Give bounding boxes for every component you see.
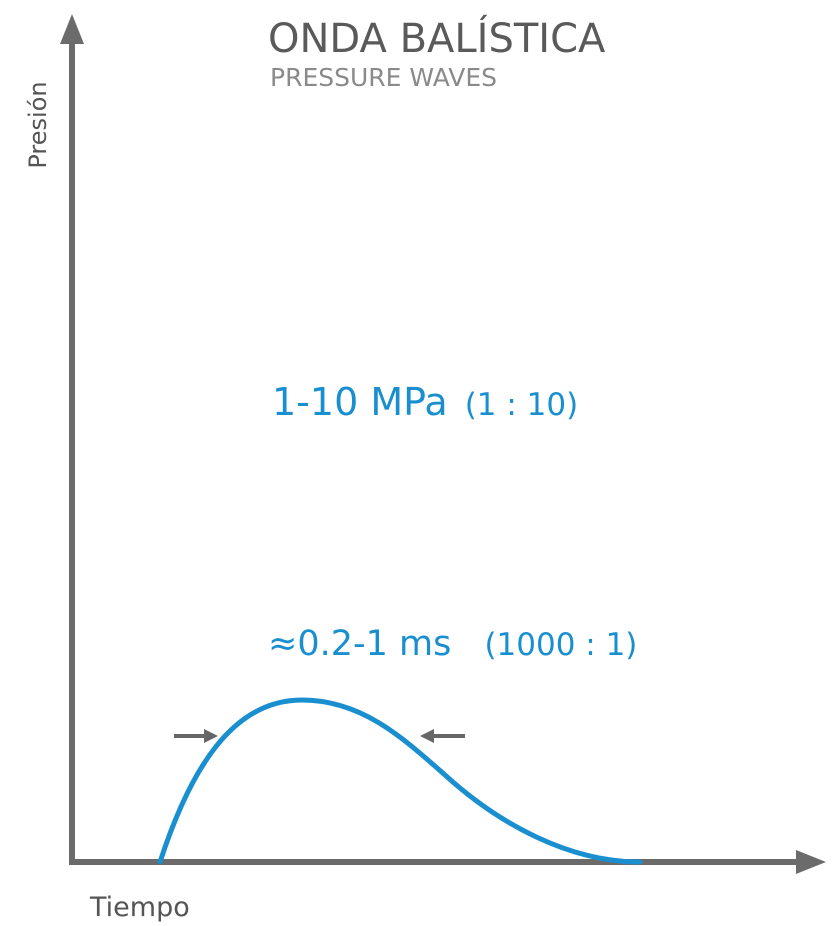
x-axis-label: Tiempo bbox=[89, 892, 190, 923]
duration-arrow-left-head bbox=[204, 729, 218, 743]
y-axis-arrowhead bbox=[60, 14, 84, 44]
pressure-wave-curve bbox=[157, 697, 643, 865]
pressure-value: 1-10 MPa bbox=[272, 380, 448, 424]
pressure-ratio: (1 : 10) bbox=[465, 387, 579, 423]
pressure-annotation: 1-10 MPa (1 : 10) bbox=[272, 380, 578, 424]
diagram-subtitle: PRESSURE WAVES bbox=[270, 63, 497, 92]
x-axis-arrowhead bbox=[796, 850, 826, 874]
duration-value: ≈0.2-1 ms bbox=[268, 624, 451, 664]
y-axis-label: Presión bbox=[24, 81, 52, 168]
diagram-title: ONDA BALÍSTICA bbox=[268, 14, 606, 62]
duration-annotation: ≈0.2-1 ms (1000 : 1) bbox=[268, 624, 637, 664]
duration-ratio: (1000 : 1) bbox=[484, 627, 637, 663]
duration-arrow-right-head bbox=[420, 729, 434, 743]
